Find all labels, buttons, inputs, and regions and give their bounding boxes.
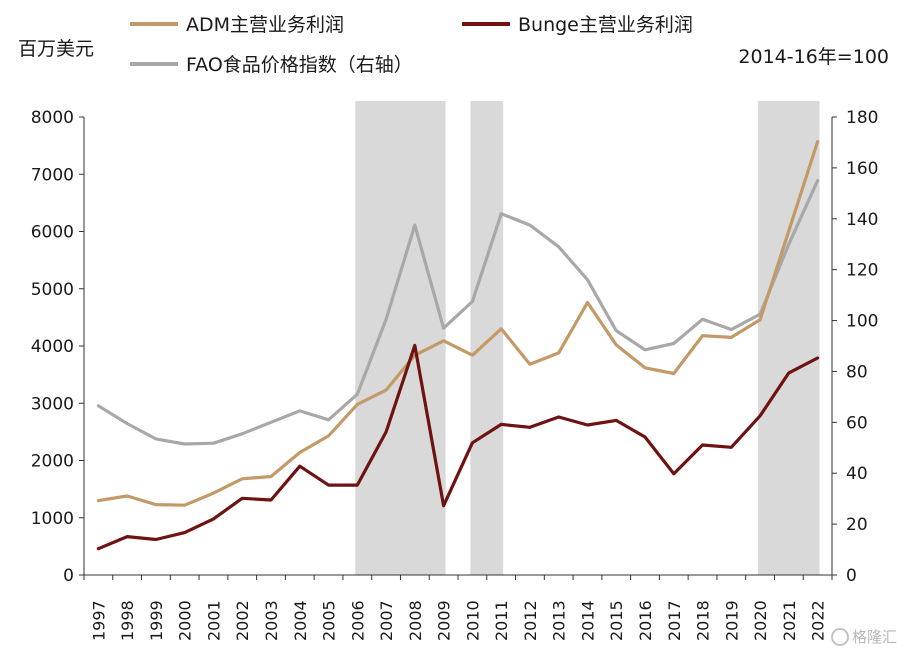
x-tick-label: 2012	[521, 600, 540, 641]
watermark-text: 格隆汇	[852, 628, 897, 646]
series-line-fao	[96, 179, 820, 446]
x-tick-label: 2000	[176, 600, 195, 641]
x-tick-label: 2009	[435, 600, 454, 641]
right-tick-label: 0	[846, 566, 857, 586]
x-tick-label: 2001	[204, 600, 223, 641]
series-line-adm	[96, 140, 820, 507]
x-tick-label: 2014	[578, 600, 597, 641]
left-tick-label: 8000	[31, 108, 74, 128]
x-axis-ticks: 1997 1998 1999 2000 2001 2002 2003 2004 2005 2006…	[83, 575, 833, 641]
shaded-period-1	[355, 101, 446, 575]
x-tick-label: 2003	[262, 600, 281, 641]
right-tick-label: 20	[846, 515, 868, 535]
x-tick-label: 1999	[147, 600, 166, 641]
axes	[83, 117, 833, 576]
left-tick-label: 2000	[31, 452, 74, 472]
watermark: 格隆汇	[831, 628, 897, 646]
x-tick-label: 2016	[636, 600, 655, 641]
shaded-period-3	[758, 101, 820, 575]
right-tick-label: 40	[846, 464, 868, 484]
right-tick-label: 180	[846, 108, 878, 128]
x-tick-label: 2011	[492, 600, 511, 641]
x-tick-label: 2022	[809, 600, 828, 641]
x-tick-label: 2004	[291, 600, 310, 641]
right-axis-ticks: 0 20 40 60 80 100 120 140 160 180	[832, 108, 878, 586]
right-tick-label: 100	[846, 312, 878, 332]
x-tick-label: 2007	[377, 600, 396, 641]
left-tick-label: 1000	[31, 509, 74, 529]
left-axis-ticks: 0 1000 2000 3000 4000 5000 6000 7000 8000	[31, 108, 84, 586]
legend-label-bunge: Bunge主营业务利润	[518, 14, 693, 36]
x-tick-label: 2015	[607, 600, 626, 641]
left-tick-label: 3000	[31, 394, 74, 414]
left-tick-label: 7000	[31, 165, 74, 185]
legend-label-adm: ADM主营业务利润	[186, 14, 344, 36]
x-tick-label: 2018	[694, 600, 713, 641]
legend-label-fao: FAO食品价格指数（右轴）	[186, 54, 413, 76]
left-axis-unit: 百万美元	[18, 38, 94, 60]
right-axis-unit: 2014-16年=100	[738, 46, 889, 68]
right-tick-label: 140	[846, 210, 878, 230]
left-tick-label: 6000	[31, 223, 74, 243]
x-tick-label: 2019	[722, 600, 741, 641]
right-tick-label: 80	[846, 362, 868, 382]
left-tick-label: 5000	[31, 280, 74, 300]
x-tick-label: 2006	[348, 600, 367, 641]
x-tick-label: 2010	[463, 600, 482, 641]
x-tick-label: 2005	[320, 600, 339, 641]
x-tick-label: 2008	[406, 600, 425, 641]
x-tick-label: 1997	[89, 600, 108, 641]
right-tick-label: 120	[846, 261, 878, 281]
right-tick-label: 160	[846, 159, 878, 179]
x-tick-label: 2020	[751, 600, 770, 641]
x-tick-label: 1998	[118, 600, 137, 641]
right-tick-label: 60	[846, 413, 868, 433]
x-tick-label: 2017	[665, 600, 684, 641]
x-tick-label: 2013	[550, 600, 569, 641]
left-tick-label: 4000	[31, 337, 74, 357]
shaded-period-2	[470, 101, 504, 575]
x-tick-label: 2021	[780, 600, 799, 641]
legend: ADM主营业务利润 Bunge主营业务利润 FAO食品价格指数（右轴）	[130, 14, 693, 76]
series-lines	[96, 140, 820, 551]
series-line-bunge	[96, 343, 820, 551]
x-tick-label: 2002	[233, 600, 252, 641]
left-tick-label: 0	[63, 566, 74, 586]
watermark-logo-icon	[831, 628, 849, 646]
shaded-periods	[355, 101, 820, 575]
